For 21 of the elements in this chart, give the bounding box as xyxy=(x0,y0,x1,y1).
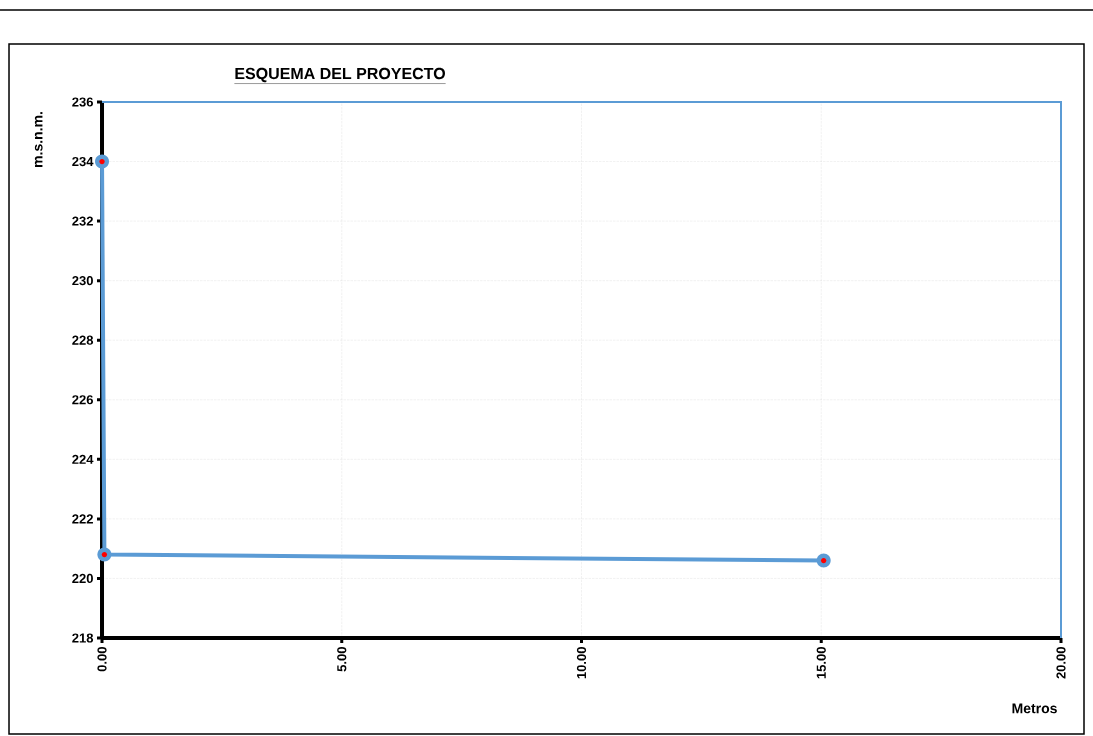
y-tick-label: 236 xyxy=(72,97,93,107)
y-tick-label: 222 xyxy=(72,514,93,524)
x-tick-label: 5.00 xyxy=(337,647,347,672)
y-tick-label: 232 xyxy=(72,216,93,226)
x-tick-label: 0.00 xyxy=(97,647,107,672)
y-tick-label: 220 xyxy=(72,573,93,584)
x-axis-title: Metros xyxy=(1012,703,1057,714)
point xyxy=(95,154,110,169)
point xyxy=(97,547,112,562)
y-axis-title: m.s.n.m. xyxy=(34,112,43,167)
y-tick-label: 226 xyxy=(72,395,93,405)
y-tick-label: 228 xyxy=(72,335,94,345)
point xyxy=(816,553,831,568)
y-tick-label: 224 xyxy=(72,454,94,464)
y-tick-label: 218 xyxy=(72,633,94,643)
y-tick-label: 230 xyxy=(72,276,93,286)
chart-title: ESQUEMA DEL PROYECTO xyxy=(235,67,445,83)
x-tick-label: 20.00 xyxy=(1056,647,1066,679)
y-tick-label: 234 xyxy=(72,156,94,167)
x-tick-label: 10.00 xyxy=(576,647,587,679)
x-tick-label: 15.00 xyxy=(816,647,826,679)
